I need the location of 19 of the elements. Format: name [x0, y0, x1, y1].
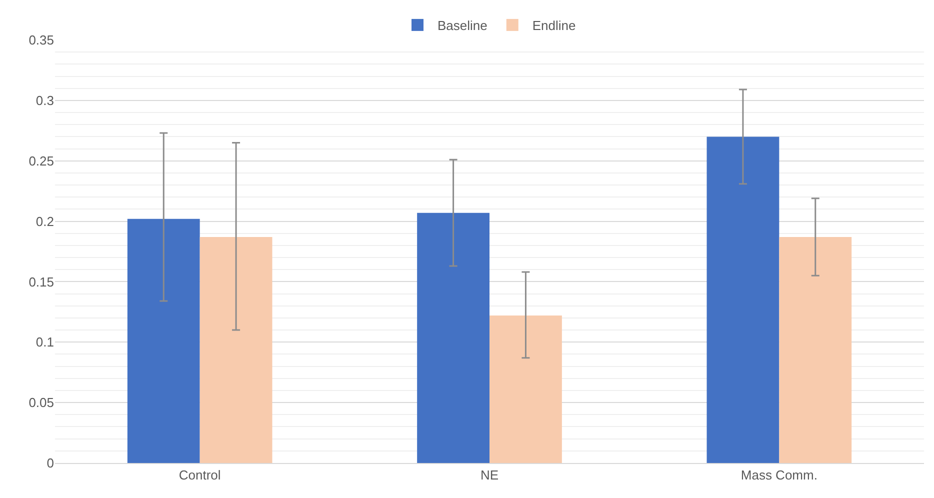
y-tick-label: 0.35: [28, 32, 54, 48]
y-tick-label: 0.3: [36, 92, 54, 108]
y-tick-label: 0.25: [28, 153, 54, 168]
legend-label: Baseline: [438, 18, 488, 34]
x-tick-label: NE: [480, 468, 499, 483]
bar: [417, 212, 490, 463]
bar: [490, 316, 562, 463]
bar: [127, 218, 200, 463]
x-tick-label: Mass Comm.: [740, 468, 818, 483]
y-tick-label: 0.1: [36, 334, 54, 350]
y-tick-label: 0.05: [28, 395, 54, 410]
bar: [779, 237, 852, 463]
y-tick-label: 0.2: [36, 214, 54, 229]
bar: [706, 136, 780, 463]
y-tick-label: 0.15: [28, 274, 54, 290]
bar: [200, 237, 272, 463]
legend-label: Endline: [532, 18, 576, 34]
x-tick-label: Control: [178, 468, 221, 483]
y-tick-label: 0: [46, 456, 54, 471]
